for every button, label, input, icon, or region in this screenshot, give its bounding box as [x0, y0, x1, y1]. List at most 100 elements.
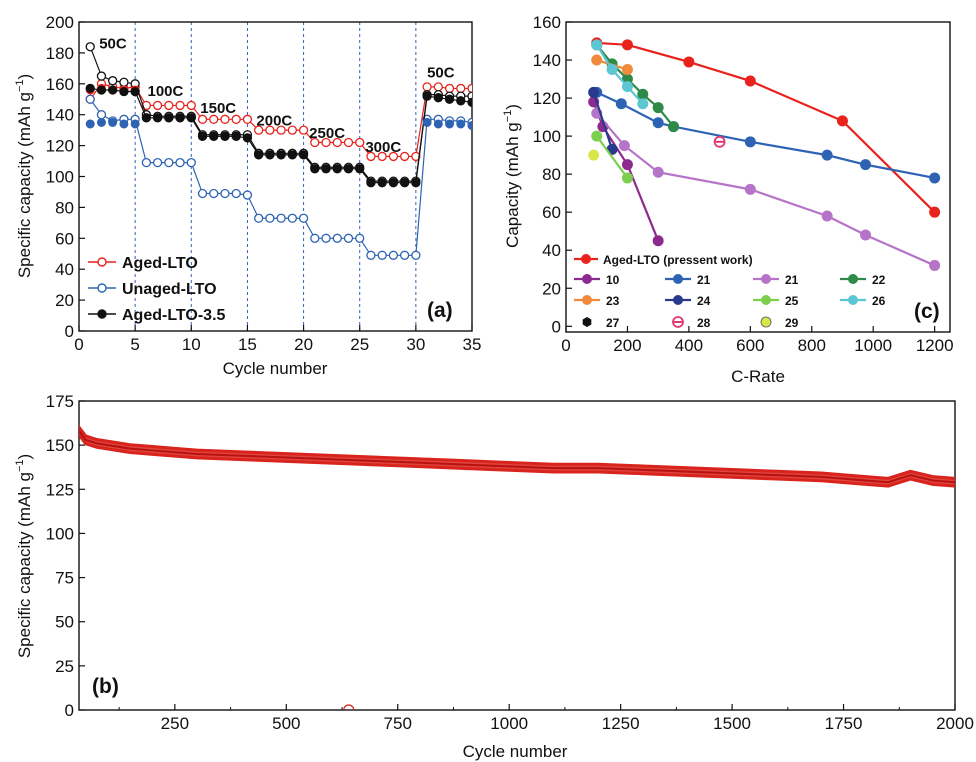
- panel-b-long-cycling: 250 500 750 1000 1250 1500 1750 2000 0 25 50 75 100 1…: [14, 392, 974, 761]
- a-legend-label: Unaged-LTO: [122, 281, 217, 298]
- x-tick-label: 15: [238, 335, 257, 354]
- c-legend-label: Aged-LTO (pressent work): [603, 253, 753, 267]
- a-point: [343, 164, 353, 174]
- c-point: [929, 172, 941, 184]
- a-point: [355, 164, 365, 174]
- a-point: [355, 233, 365, 243]
- y-tick-label: 125: [46, 480, 74, 499]
- c-series-line: [595, 44, 675, 128]
- c-legend-marker: [848, 295, 858, 305]
- b-x-axis-title: Cycle number: [463, 742, 568, 761]
- y-tick-label: 150: [46, 436, 74, 455]
- c-legend-marker: [761, 274, 771, 284]
- y-tick-label: 100: [46, 168, 74, 187]
- y-tick-label: 40: [542, 241, 561, 260]
- y-tick-label: 180: [46, 44, 74, 63]
- a-point: [355, 137, 365, 148]
- c-point: [588, 149, 600, 161]
- a-point: [141, 113, 151, 123]
- a-point: [96, 71, 107, 81]
- c-point: [652, 235, 664, 247]
- a-point: [220, 114, 230, 124]
- a-point: [175, 113, 185, 123]
- c-x-axis-title: C-Rate: [731, 367, 785, 386]
- y-tick-label: 50: [55, 613, 74, 632]
- x-tick-label: 500: [272, 714, 300, 733]
- a-point: [198, 131, 208, 141]
- a-point: [287, 213, 297, 223]
- x-tick-label: 1000: [490, 714, 528, 733]
- y-tick-label: 0: [65, 701, 74, 720]
- c-point: [744, 75, 756, 87]
- c-series-line: [595, 135, 629, 179]
- a-point: [456, 96, 466, 106]
- c-series-line: [595, 44, 644, 105]
- a-point: [276, 150, 286, 160]
- c-point: [621, 172, 633, 184]
- a-point: [399, 151, 410, 162]
- y-tick-label: 80: [55, 198, 74, 217]
- c-point: [652, 102, 664, 114]
- panel-a-rate-capability: 0 5 10 15 20 25 30 35 0 20 40 60 80 100 120 140 160 180 20…: [14, 13, 481, 378]
- y-tick-label: 20: [542, 279, 561, 298]
- c-point: [621, 39, 633, 51]
- a-data-series: [85, 42, 472, 260]
- a-point: [108, 76, 118, 86]
- a-point: [343, 233, 354, 243]
- c-point: [652, 117, 664, 129]
- c-point: [836, 115, 848, 127]
- a-point: [377, 178, 387, 188]
- a-point: [310, 137, 320, 148]
- a-point: [388, 250, 399, 260]
- x-tick-label: 10: [182, 335, 201, 354]
- y-tick-label: 120: [533, 89, 561, 108]
- a-point: [186, 100, 196, 111]
- a-point: [85, 42, 95, 52]
- a-point: [108, 85, 118, 95]
- a-point: [411, 178, 421, 188]
- a-point: [220, 131, 230, 141]
- y-tick-label: 60: [55, 229, 74, 248]
- c-legend-label: 25: [785, 294, 799, 308]
- c-point: [621, 64, 633, 76]
- a-point: [456, 83, 466, 94]
- a-point: [467, 97, 472, 107]
- a-point: [366, 250, 376, 260]
- x-tick-label: 5: [130, 335, 139, 354]
- a-point: [343, 137, 354, 148]
- c-series-line: [596, 91, 935, 180]
- a-point: [298, 213, 309, 223]
- c-point: [591, 39, 603, 51]
- a-point: [209, 188, 219, 199]
- a-point: [242, 133, 252, 143]
- c-point: [591, 130, 603, 142]
- a-point: [287, 150, 297, 160]
- b-data-series: [79, 424, 955, 710]
- x-tick-label: 1200: [916, 336, 954, 355]
- x-tick-label: 1000: [854, 336, 892, 355]
- a-point: [321, 137, 331, 148]
- c-plot-frame: [565, 21, 951, 333]
- c-legend-label: 21: [697, 273, 711, 287]
- a-legend-label: Aged-LTO-3.5: [122, 307, 226, 324]
- c-series-line: [595, 112, 936, 267]
- a-legend-marker: [97, 257, 107, 267]
- a-legend-marker: [97, 309, 107, 319]
- x-tick-label: 800: [798, 336, 826, 355]
- c-legend-label: 28: [697, 316, 711, 330]
- a-point: [422, 91, 432, 101]
- x-tick-label: 0: [561, 336, 570, 355]
- c-point: [860, 159, 872, 171]
- c-point: [821, 210, 833, 222]
- a-point: [119, 77, 129, 87]
- c-point: [929, 259, 941, 271]
- a-rate-label: 300C: [365, 139, 401, 156]
- a-point: [96, 110, 107, 120]
- a-point: [220, 188, 230, 199]
- a-rate-label: 150C: [200, 100, 236, 117]
- panel-c-comparison: 0 200 400 600 800 1000 1200 0 20 40 60 80 100 120 140 1…: [502, 13, 954, 386]
- a-point: [96, 117, 106, 127]
- a-point: [85, 119, 95, 129]
- c-series-line: [596, 41, 936, 213]
- y-tick-label: 20: [55, 291, 74, 310]
